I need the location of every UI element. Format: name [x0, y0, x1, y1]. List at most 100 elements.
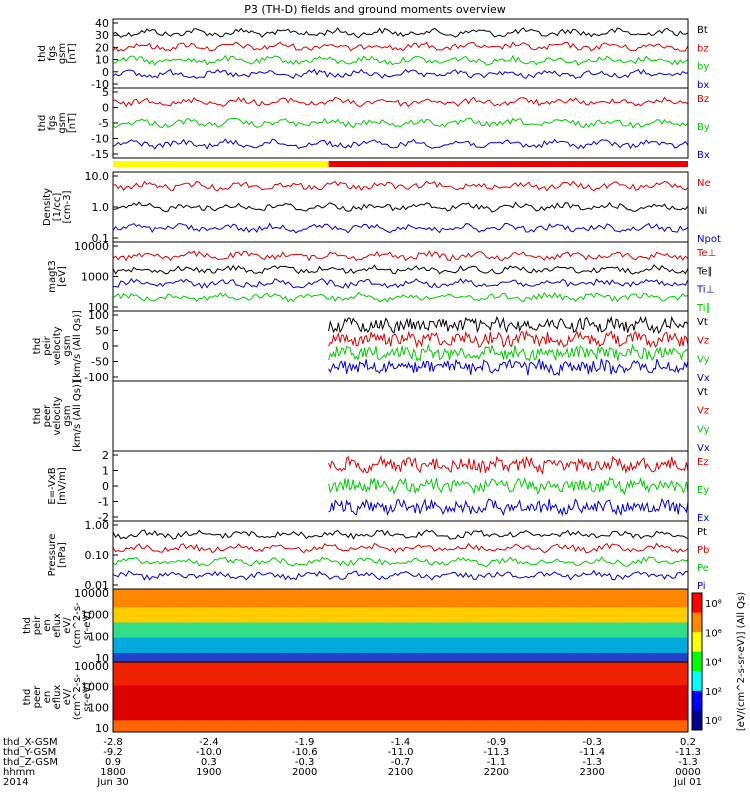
heatmap-cell [165, 643, 171, 648]
heatmap-cell [266, 688, 272, 692]
heatmap-cell [323, 723, 330, 727]
heatmap-cell [434, 711, 440, 715]
heatmap-cell [549, 616, 555, 620]
heatmap-cell [156, 726, 162, 730]
heatmap-cell [443, 604, 449, 608]
heatmap-cell [137, 643, 143, 648]
heatmap-cell [204, 643, 210, 648]
heatmap-cell [122, 664, 128, 669]
heatmap-cell [237, 682, 243, 686]
heatmap-cell [113, 589, 119, 593]
heatmap-cell [151, 646, 157, 651]
heatmap-cell [486, 659, 493, 663]
heatmap-cell [194, 607, 200, 611]
heatmap-cell [223, 598, 229, 602]
heatmap-cell [630, 628, 636, 632]
heatmap-cell [156, 628, 162, 632]
heatmap-cell [228, 691, 234, 695]
heatmap-cell [189, 667, 195, 672]
heatmap-cell [232, 604, 239, 608]
heatmap-cell [529, 625, 536, 629]
heatmap-cell [424, 729, 430, 733]
heatmap-cell [184, 601, 191, 605]
heatmap-cell [496, 604, 502, 608]
heatmap-cell [367, 662, 373, 666]
heatmap-cell [285, 667, 291, 672]
heatmap-cell [137, 662, 143, 666]
heatmap-cell [137, 664, 143, 669]
heatmap-cell [400, 676, 406, 680]
heatmap-cell [429, 702, 435, 707]
heatmap-cell [558, 607, 564, 611]
heatmap-cell [573, 595, 579, 599]
heatmap-cell [314, 601, 320, 605]
heatmap-cell [486, 619, 493, 623]
heatmap-cell [367, 619, 373, 623]
heatmap-cell [448, 682, 454, 686]
heatmap-cell [314, 694, 320, 698]
heatmap-cell [414, 649, 421, 654]
heatmap-cell [419, 694, 425, 698]
heatmap-cell [362, 598, 368, 602]
heatmap-cell [184, 652, 191, 657]
heatmap-cell [204, 595, 210, 599]
heatmap-cell [525, 598, 531, 602]
heatmap-cell [405, 643, 411, 648]
heatmap-cell [328, 667, 334, 672]
heatmap-cell [338, 643, 344, 648]
heatmap-cell [319, 723, 325, 727]
heatmap-cell [453, 670, 459, 675]
heatmap-cell [496, 659, 502, 663]
heatmap-cell [395, 622, 401, 626]
heatmap-cell [491, 699, 497, 704]
heatmap-cell [362, 634, 368, 639]
heatmap-cell [549, 610, 555, 614]
heatmap-cell [132, 640, 138, 645]
heatmap-cell [156, 729, 162, 733]
heatmap-cell [410, 643, 416, 648]
heatmap-cell [189, 649, 195, 654]
heatmap-cell [616, 625, 622, 629]
heatmap-cell [678, 601, 684, 605]
heatmap-cell [275, 729, 282, 733]
heatmap-cell [482, 682, 488, 686]
heatmap-cell [194, 729, 200, 733]
heatmap-cell [443, 637, 449, 642]
heatmap-cell [184, 619, 191, 623]
heatmap-cell [405, 720, 411, 724]
heatmap-cell [304, 717, 310, 721]
heatmap-cell [146, 637, 152, 642]
heatmap-cell [529, 634, 536, 639]
heatmap-cell [261, 643, 267, 648]
heatmap-cell [453, 652, 459, 657]
heatmap-cell [151, 601, 157, 605]
heatmap-cell [568, 640, 574, 645]
heatmap-cell [170, 640, 176, 645]
heatmap-cell [261, 622, 267, 626]
heatmap-cell [597, 649, 603, 654]
heatmap-cell [568, 619, 574, 623]
heatmap-cell [659, 622, 665, 626]
heatmap-cell [338, 717, 344, 721]
heatmap-cell [434, 655, 440, 660]
heatmap-cell [434, 670, 440, 675]
heatmap-cell [232, 676, 239, 680]
heatmap-cell [395, 711, 401, 715]
heatmap-cell [410, 640, 416, 645]
heatmap-cell [395, 595, 401, 599]
heatmap-cell [304, 640, 310, 645]
heatmap-cell [549, 613, 555, 617]
heatmap-cell [304, 610, 310, 614]
heatmap-cell [472, 720, 478, 724]
heatmap-cell [644, 622, 651, 626]
heatmap-cell [357, 676, 363, 680]
heatmap-cell [165, 664, 171, 669]
heatmap-cell [237, 601, 243, 605]
heatmap-cell [343, 595, 349, 599]
heatmap-cell [189, 729, 195, 733]
heatmap-cell [160, 631, 167, 636]
heatmap-cell [664, 643, 670, 648]
heatmap-cell [352, 694, 358, 698]
heatmap-cell [611, 631, 617, 636]
